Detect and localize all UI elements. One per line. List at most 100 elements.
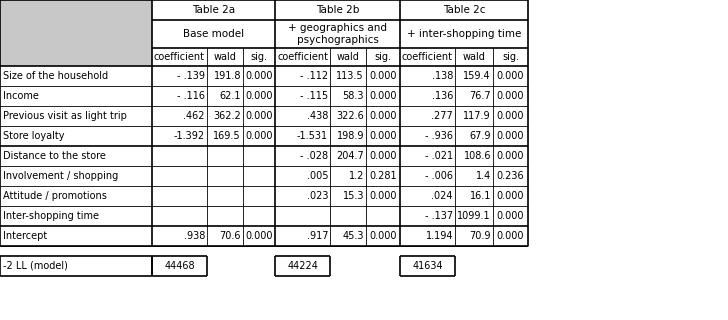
Text: 0.000: 0.000 [496,191,524,201]
Bar [400,256,455,276]
Text: - .115: - .115 [300,91,328,101]
Text: 0.000: 0.000 [245,131,273,141]
Text: Base model: Base model [183,29,244,39]
Text: 0.000: 0.000 [245,71,273,81]
Text: 169.5: 169.5 [213,131,241,141]
Text: - .936: - .936 [425,131,453,141]
Text: .136: .136 [432,91,453,101]
Bar [0,66,528,246]
Text: .005: .005 [306,171,328,181]
Text: + inter-shopping time: + inter-shopping time [407,29,521,39]
Text: - .137: - .137 [425,211,453,221]
Text: sig.: sig. [250,52,267,62]
Text: 15.3: 15.3 [342,191,364,201]
Text: Table 2c: Table 2c [443,5,486,15]
Text: .438: .438 [306,111,328,121]
Text: 44224: 44224 [287,261,318,271]
Text: 0.000: 0.000 [245,91,273,101]
Bar [152,256,207,276]
Text: Size of the household: Size of the household [3,71,108,81]
Text: - .021: - .021 [425,151,453,161]
Text: sig.: sig. [374,52,392,62]
Bar [152,0,528,66]
Text: coefficient: coefficient [402,52,453,62]
Text: 0.000: 0.000 [369,231,397,241]
Text: 0.000: 0.000 [496,231,524,241]
Text: 58.3: 58.3 [342,91,364,101]
Text: .917: .917 [306,231,328,241]
Text: 191.8: 191.8 [213,71,241,81]
Text: Attitude / promotions: Attitude / promotions [3,191,107,201]
Text: 0.000: 0.000 [496,211,524,221]
Text: .138: .138 [432,71,453,81]
Text: coefficient: coefficient [154,52,205,62]
Text: 62.1: 62.1 [220,91,241,101]
Text: 0.000: 0.000 [245,231,273,241]
Text: - .028: - .028 [300,151,328,161]
Text: - .112: - .112 [300,71,328,81]
Text: 108.6: 108.6 [464,151,491,161]
Text: - .116: - .116 [177,91,205,101]
Text: wald: wald [336,52,360,62]
Text: Intercept: Intercept [3,231,47,241]
Text: + geographics and
psychographics: + geographics and psychographics [288,23,387,45]
Text: 0.236: 0.236 [496,171,524,181]
Text: 41634: 41634 [412,261,443,271]
Text: .277: .277 [431,111,453,121]
Text: - .139: - .139 [177,71,205,81]
Text: Table 2a: Table 2a [192,5,235,15]
Text: 113.5: 113.5 [336,71,364,81]
Text: Previous visit as light trip: Previous visit as light trip [3,111,127,121]
Text: 0.281: 0.281 [369,171,397,181]
Text: 0.000: 0.000 [496,91,524,101]
Text: 0.000: 0.000 [369,111,397,121]
Text: 16.1: 16.1 [470,191,491,201]
Text: Involvement / shopping: Involvement / shopping [3,171,118,181]
Text: 70.6: 70.6 [220,231,241,241]
Text: 0.000: 0.000 [496,151,524,161]
Bar [0,256,152,276]
Text: 322.6: 322.6 [336,111,364,121]
Text: 67.9: 67.9 [470,131,491,141]
Text: 1099.1: 1099.1 [457,211,491,221]
Text: 1.2: 1.2 [349,171,364,181]
Text: wald: wald [462,52,486,62]
Text: Table 2b: Table 2b [316,5,359,15]
Text: -1.392: -1.392 [174,131,205,141]
Text: Distance to the store: Distance to the store [3,151,106,161]
Text: wald: wald [213,52,237,62]
Text: .938: .938 [183,231,205,241]
Text: 159.4: 159.4 [464,71,491,81]
Text: Inter-shopping time: Inter-shopping time [3,211,99,221]
Text: 0.000: 0.000 [369,131,397,141]
Text: 0.000: 0.000 [369,71,397,81]
Text: - .006: - .006 [425,171,453,181]
Text: -2 LL (model): -2 LL (model) [3,261,68,271]
Text: Income: Income [3,91,39,101]
Text: 198.9: 198.9 [336,131,364,141]
Text: 0.000: 0.000 [245,111,273,121]
Text: 362.2: 362.2 [213,111,241,121]
Text: -1.531: -1.531 [297,131,328,141]
Bar [275,256,330,276]
Text: 1.194: 1.194 [425,231,453,241]
Text: 0.000: 0.000 [496,131,524,141]
Text: 0.000: 0.000 [369,91,397,101]
Text: .023: .023 [306,191,328,201]
Text: coefficient: coefficient [277,52,328,62]
Text: 0.000: 0.000 [496,111,524,121]
Text: Store loyalty: Store loyalty [3,131,65,141]
Text: 76.7: 76.7 [470,91,491,101]
Text: .462: .462 [183,111,205,121]
Text: 0.000: 0.000 [496,71,524,81]
Text: 44468: 44468 [165,261,195,271]
Text: .024: .024 [432,191,453,201]
Text: 45.3: 45.3 [342,231,364,241]
Text: 0.000: 0.000 [369,151,397,161]
Text: 117.9: 117.9 [464,111,491,121]
Text: 204.7: 204.7 [336,151,364,161]
Bar [0,0,152,66]
Text: 70.9: 70.9 [470,231,491,241]
Text: sig.: sig. [502,52,519,62]
Text: 0.000: 0.000 [369,191,397,201]
